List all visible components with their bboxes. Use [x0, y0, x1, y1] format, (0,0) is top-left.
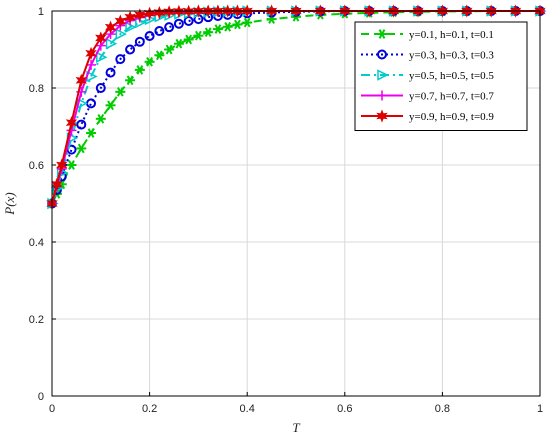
legend-label: y=0.9, h=0.9, t=0.9 — [409, 111, 494, 123]
x-axis-label: T — [292, 420, 300, 435]
series-5-marker — [104, 20, 117, 34]
series-1-marker — [193, 30, 204, 41]
legend: y=0.1, h=0.1, t=0.1 y=0.3, h=0.3, t=0.3 y=… — [354, 21, 528, 131]
legend-marker — [376, 109, 388, 123]
series-2-marker — [164, 22, 175, 33]
legend-item: y=0.3, h=0.3, t=0.3 — [361, 49, 494, 62]
y-tick-label: 0.6 — [29, 160, 44, 172]
legend-marker — [377, 69, 389, 81]
series-1-marker — [105, 100, 116, 111]
series-5-marker — [114, 14, 127, 28]
legend-label: y=0.7, h=0.7, t=0.7 — [409, 91, 494, 103]
series-2-marker — [86, 98, 97, 109]
x-tick-label: 0.8 — [435, 403, 450, 415]
series-1-marker — [203, 27, 214, 38]
series-1-marker — [125, 75, 136, 86]
x-tick-label: 0.2 — [142, 403, 157, 415]
series-5-marker — [75, 73, 87, 87]
series-1-marker — [242, 17, 253, 28]
series-3-marker — [105, 38, 118, 50]
legend-marker — [377, 29, 387, 39]
series-1-marker — [222, 21, 233, 32]
series-1-marker — [154, 50, 165, 61]
series-1-marker — [134, 65, 145, 75]
x-tick-label: 0.6 — [337, 403, 352, 415]
series-1-marker — [232, 19, 243, 30]
series-1-marker — [76, 143, 87, 154]
series-1-marker — [183, 34, 194, 45]
series-1-marker — [86, 128, 97, 138]
series-5-marker — [134, 8, 146, 22]
series-5-marker — [65, 116, 78, 130]
series-2-marker — [125, 44, 136, 55]
series-1-marker — [212, 24, 223, 34]
series-5-marker — [163, 5, 175, 19]
series-2-marker — [115, 54, 126, 65]
legend-label: y=0.5, h=0.5, t=0.5 — [409, 70, 494, 82]
y-axis-label: P(x) — [2, 192, 17, 215]
series-2-marker — [173, 18, 184, 29]
series-5-marker — [95, 31, 107, 45]
y-tick-label: 0 — [38, 391, 44, 403]
legend-item: y=0.9, h=0.9, t=0.9 — [361, 109, 494, 123]
legend-item: y=0.7, h=0.7, t=0.7 — [361, 90, 494, 103]
series-5-marker — [56, 158, 68, 172]
series-2-marker — [144, 31, 155, 42]
series-1-marker — [95, 113, 106, 124]
series-5-marker — [85, 46, 97, 60]
series-1-marker — [144, 56, 155, 67]
legend-label: y=0.3, h=0.3, t=0.3 — [409, 50, 494, 62]
series-2-marker — [76, 119, 87, 130]
y-tick-label: 1 — [38, 6, 44, 18]
legend-marker — [377, 90, 387, 101]
legend-label: y=0.1, h=0.1, t=0.1 — [409, 29, 494, 41]
x-tick-label: 0 — [49, 403, 55, 415]
series-3-marker — [96, 51, 108, 63]
x-tick-label: 1 — [537, 403, 543, 415]
plot-frame — [51, 10, 541, 397]
series-3-marker — [115, 28, 127, 40]
series-1-marker — [115, 87, 126, 97]
y-tick-label: 0.2 — [29, 314, 44, 326]
series-2-line — [51, 10, 540, 204]
y-tick-label: 0.8 — [29, 83, 44, 95]
series-1-marker — [173, 38, 184, 49]
series-5-marker — [153, 5, 166, 20]
series-1-marker — [164, 44, 175, 55]
axis-ticks: 0 0.2 0.4 0.6 0.8 1 0 0.2 0.4 0.6 0.8 1 — [29, 6, 543, 415]
legend-item: y=0.1, h=0.1, t=0.1 — [361, 29, 494, 41]
y-tick-label: 0.4 — [29, 237, 44, 249]
legend-item: y=0.5, h=0.5, t=0.5 — [361, 69, 494, 82]
legend-marker — [377, 49, 387, 60]
series-2-marker — [134, 36, 145, 47]
series-2-marker — [105, 67, 116, 78]
x-tick-label: 0.4 — [240, 403, 255, 415]
series-2-marker — [95, 83, 106, 93]
series-1-marker — [66, 160, 77, 170]
series-3-marker — [76, 97, 88, 110]
series-5-marker — [124, 10, 136, 24]
series-2-marker — [154, 26, 165, 37]
